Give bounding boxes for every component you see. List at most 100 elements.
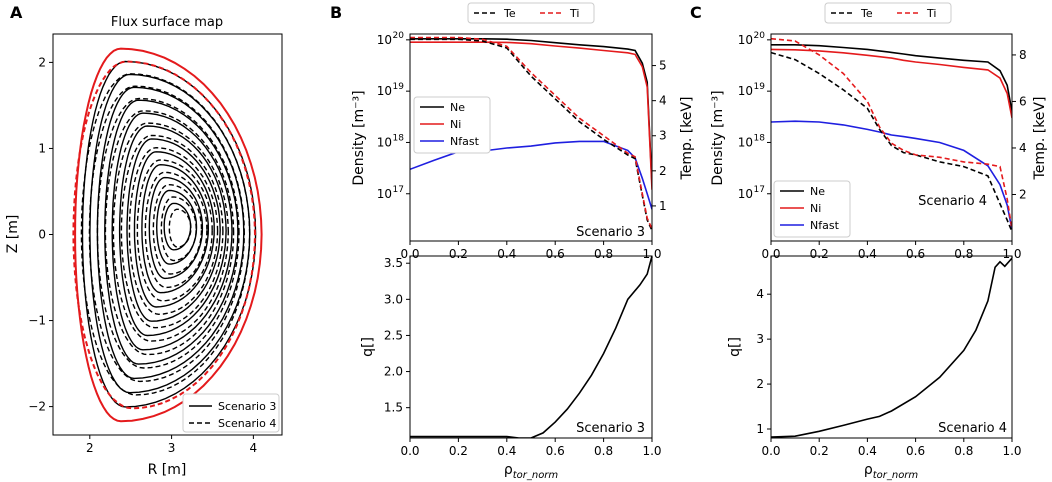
y-tick-label: −2 bbox=[28, 400, 46, 414]
x-tick-label: 1.0 bbox=[642, 444, 661, 458]
y-tick-label: 10 bbox=[377, 135, 392, 149]
panel-c-q-plot bbox=[771, 257, 1012, 438]
y-tick-label: 3.0 bbox=[384, 292, 403, 306]
panel-b-density-plot bbox=[410, 36, 652, 231]
panel-b-q-ticks: 0.0 0.2 0.4 0.6 0.8 1.0 1.5 2.0 2.5 3.0 3.5 bbox=[384, 256, 662, 458]
y2-tick-label: 3 bbox=[659, 129, 667, 143]
x-tick-label: 0.6 bbox=[906, 247, 925, 261]
flux-surface-lcfs bbox=[72, 60, 257, 410]
legend-label-te: Te bbox=[860, 7, 873, 20]
x-tick-label: 0.0 bbox=[400, 444, 419, 458]
flux-surface bbox=[126, 138, 221, 322]
y-tick-exponent: 20 bbox=[754, 31, 766, 41]
series-ti-line bbox=[771, 37, 1012, 230]
y-tick-exponent: 18 bbox=[754, 133, 766, 143]
y-tick-label: 2 bbox=[756, 377, 764, 391]
flux-surface bbox=[152, 183, 203, 275]
flux-surface bbox=[133, 151, 215, 308]
legend-label-ne: Ne bbox=[450, 101, 465, 114]
flux-surface bbox=[163, 202, 192, 251]
legend-label-nfast: Nfast bbox=[810, 219, 840, 232]
series-ne-line bbox=[771, 43, 1012, 112]
y-tick-label: 1 bbox=[756, 422, 764, 436]
y-tick-label: 3 bbox=[756, 332, 764, 346]
x-tick-label: 0.4 bbox=[858, 444, 877, 458]
y-tick-label: 10 bbox=[377, 84, 392, 98]
series-ti-line bbox=[410, 36, 652, 230]
x-tick-label: 2 bbox=[86, 441, 94, 455]
legend-label-ni: Ni bbox=[810, 202, 821, 215]
flux-surface bbox=[96, 97, 240, 369]
panel-b-q-scenario-label: Scenario 3 bbox=[576, 421, 645, 436]
x-tick-label: 0.0 bbox=[761, 444, 780, 458]
x-tick-label: 0.8 bbox=[954, 444, 973, 458]
series-ni-line bbox=[410, 41, 652, 190]
legend-label-nfast: Nfast bbox=[450, 135, 480, 148]
y-tick-exponent: 17 bbox=[393, 185, 404, 195]
x-tick-label: 4 bbox=[250, 441, 258, 455]
x-tick-label: 1.0 bbox=[1002, 247, 1021, 261]
x-tick-label: 0.6 bbox=[906, 444, 925, 458]
flux-surface bbox=[112, 122, 230, 342]
x-tick-label: 0.2 bbox=[449, 247, 468, 261]
panel-b-density-ylabel: Density [m⁻³] bbox=[351, 90, 367, 185]
y-tick-exponent: 18 bbox=[393, 133, 405, 143]
x-tick-label: 0.2 bbox=[810, 247, 829, 261]
panel-b-top-legend-box bbox=[467, 2, 595, 24]
legend-label-ti: Ti bbox=[569, 7, 579, 20]
y-tick-label: 2.5 bbox=[384, 328, 403, 342]
flux-surface bbox=[111, 112, 233, 351]
x-tick-label: 0.8 bbox=[594, 444, 613, 458]
x-tick-label: 3 bbox=[168, 441, 176, 455]
panel-a-ticks: 2 3 4 −2 −1 0 1 2 bbox=[28, 55, 257, 455]
x-tick-label: 0.2 bbox=[810, 444, 829, 458]
flux-surface bbox=[128, 146, 219, 316]
panel-c-q-ylabel: q[] bbox=[727, 337, 743, 357]
y2-tick-label: 5 bbox=[659, 59, 667, 73]
series-te-line bbox=[771, 51, 1012, 233]
y2-tick-label: 6 bbox=[1019, 94, 1027, 108]
y-tick-exponent: 19 bbox=[754, 82, 766, 92]
y-tick-label: 2 bbox=[38, 55, 46, 69]
flux-surface bbox=[136, 159, 213, 302]
panel-a-title: Flux surface map bbox=[111, 15, 223, 30]
x-tick-label: 0.6 bbox=[546, 247, 565, 261]
y-tick-exponent: 17 bbox=[754, 185, 765, 195]
panel-b-top-legend: Te Ti bbox=[467, 2, 595, 24]
series-nfast-line bbox=[771, 120, 1012, 230]
flux-surface bbox=[80, 73, 251, 396]
y-tick-label: 1 bbox=[38, 141, 46, 155]
panel-letter-c: C bbox=[690, 3, 702, 22]
y2-tick-label: 2 bbox=[1019, 187, 1027, 201]
y-tick-label: 10 bbox=[738, 135, 753, 149]
x-tick-label: 1.0 bbox=[1002, 444, 1021, 458]
series-q-line bbox=[771, 257, 1012, 438]
panel-c-q-scenario-label: Scenario 4 bbox=[938, 421, 1007, 436]
y-tick-label: 4 bbox=[756, 287, 764, 301]
flux-surface bbox=[118, 125, 227, 337]
y-tick-label: 0 bbox=[38, 228, 46, 242]
x-tick-label: 0.0 bbox=[761, 247, 780, 261]
y2-tick-label: 4 bbox=[659, 94, 667, 108]
flux-surface bbox=[141, 163, 210, 294]
panel-a-plot-area bbox=[72, 47, 263, 423]
y-tick-exponent: 19 bbox=[393, 82, 405, 92]
panel-c-density-legend-box bbox=[773, 180, 851, 238]
legend-label-scenario-4: Scenario 4 bbox=[218, 417, 276, 430]
panel-b-temp-ylabel: Temp. [keV] bbox=[679, 97, 695, 181]
series-ni-line bbox=[771, 48, 1012, 119]
panel-b-density-legend: Ne Ni Nfast bbox=[413, 96, 491, 154]
panel-b-q-frame bbox=[409, 255, 653, 439]
flux-surface bbox=[88, 85, 246, 383]
panel-c-density-legend: Ne Ni Nfast bbox=[773, 180, 851, 238]
y-tick-label: 10 bbox=[738, 84, 753, 98]
panel-b-density-scenario-label: Scenario 3 bbox=[576, 225, 645, 240]
x-tick-label: 0.4 bbox=[858, 247, 877, 261]
y-tick-label: 3.5 bbox=[384, 256, 403, 270]
flux-surface bbox=[155, 189, 198, 265]
